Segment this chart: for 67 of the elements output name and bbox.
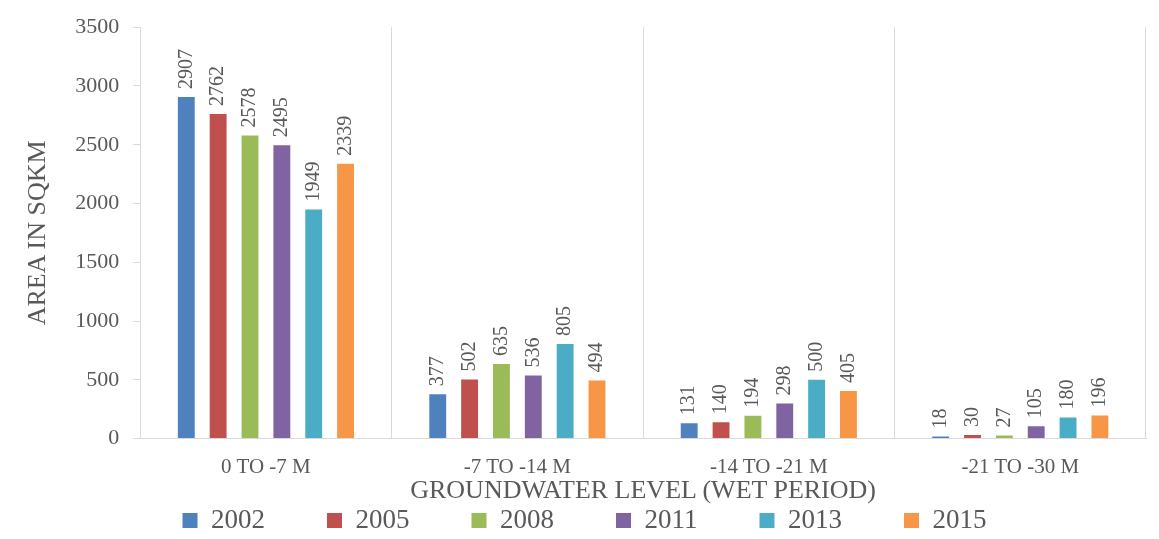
bar — [1027, 426, 1045, 439]
x-tick-label: 0 TO -7 M — [221, 453, 312, 478]
data-label: 131 — [676, 385, 699, 416]
bar — [209, 113, 227, 439]
bar — [808, 379, 826, 439]
legend-label: 2015 — [932, 503, 987, 534]
data-label: 502 — [456, 341, 479, 372]
data-label: 635 — [488, 325, 511, 356]
bar — [744, 415, 762, 439]
bar — [556, 343, 574, 439]
x-axis-title: GROUNDWATER LEVEL (WET PERIOD) — [410, 475, 876, 505]
data-label: 2762 — [205, 65, 228, 106]
legend-label: 2013 — [788, 503, 842, 534]
data-label: 194 — [740, 377, 763, 408]
bar — [524, 375, 542, 439]
data-label: 2578 — [237, 87, 260, 128]
bar — [712, 422, 730, 439]
bar — [776, 403, 794, 439]
legend-label: 2005 — [355, 503, 410, 534]
data-label: 2907 — [173, 48, 196, 89]
data-label: 180 — [1055, 379, 1078, 410]
bar — [840, 391, 857, 439]
data-label: 105 — [1023, 388, 1046, 419]
data-label: 536 — [520, 337, 543, 368]
data-label: 298 — [772, 365, 794, 396]
y-tick-label: 500 — [86, 365, 120, 391]
bar — [493, 363, 510, 439]
data-label: 18 — [927, 408, 950, 429]
y-tick-label: 0 — [108, 424, 120, 450]
bar — [305, 209, 323, 439]
bar — [680, 423, 698, 439]
bar — [337, 163, 354, 439]
y-axis-title: AREA IN SQKM — [22, 140, 52, 326]
bar — [964, 435, 981, 439]
y-tick-label: 2000 — [75, 189, 120, 215]
y-tick-label: 2500 — [75, 130, 120, 156]
x-tick-label: -14 TO -21 M — [710, 453, 828, 478]
y-tick-label: 1000 — [75, 306, 120, 332]
data-label: 1949 — [300, 161, 323, 202]
data-label: 196 — [1087, 377, 1110, 408]
x-tick-label: -21 TO -30 M — [961, 453, 1080, 478]
y-tick-label: 3500 — [75, 12, 120, 38]
bar — [461, 379, 479, 439]
legend-label: 2011 — [644, 503, 698, 534]
y-tick-label: 3000 — [75, 71, 120, 97]
data-label: 2339 — [332, 115, 355, 156]
legend-label: 2002 — [211, 503, 265, 534]
y-tick-label: 1500 — [75, 248, 120, 274]
bar — [429, 394, 447, 439]
bar — [1059, 417, 1077, 439]
data-label: 30 — [959, 407, 982, 428]
data-label: 500 — [803, 341, 826, 372]
bar — [241, 135, 259, 439]
data-label: 405 — [835, 353, 858, 383]
data-label: 140 — [708, 384, 731, 415]
legend-label: 2008 — [500, 503, 554, 534]
bar — [995, 435, 1013, 439]
data-label: 494 — [584, 342, 607, 373]
data-label: 377 — [425, 356, 447, 387]
bar — [273, 145, 291, 439]
data-label: 2495 — [269, 97, 292, 138]
x-tick-label: -7 TO -14 M — [463, 453, 572, 478]
bar — [588, 380, 606, 439]
bar — [1091, 415, 1109, 439]
data-label: 27 — [991, 407, 1014, 428]
bar — [177, 96, 195, 439]
data-label: 805 — [552, 305, 575, 336]
